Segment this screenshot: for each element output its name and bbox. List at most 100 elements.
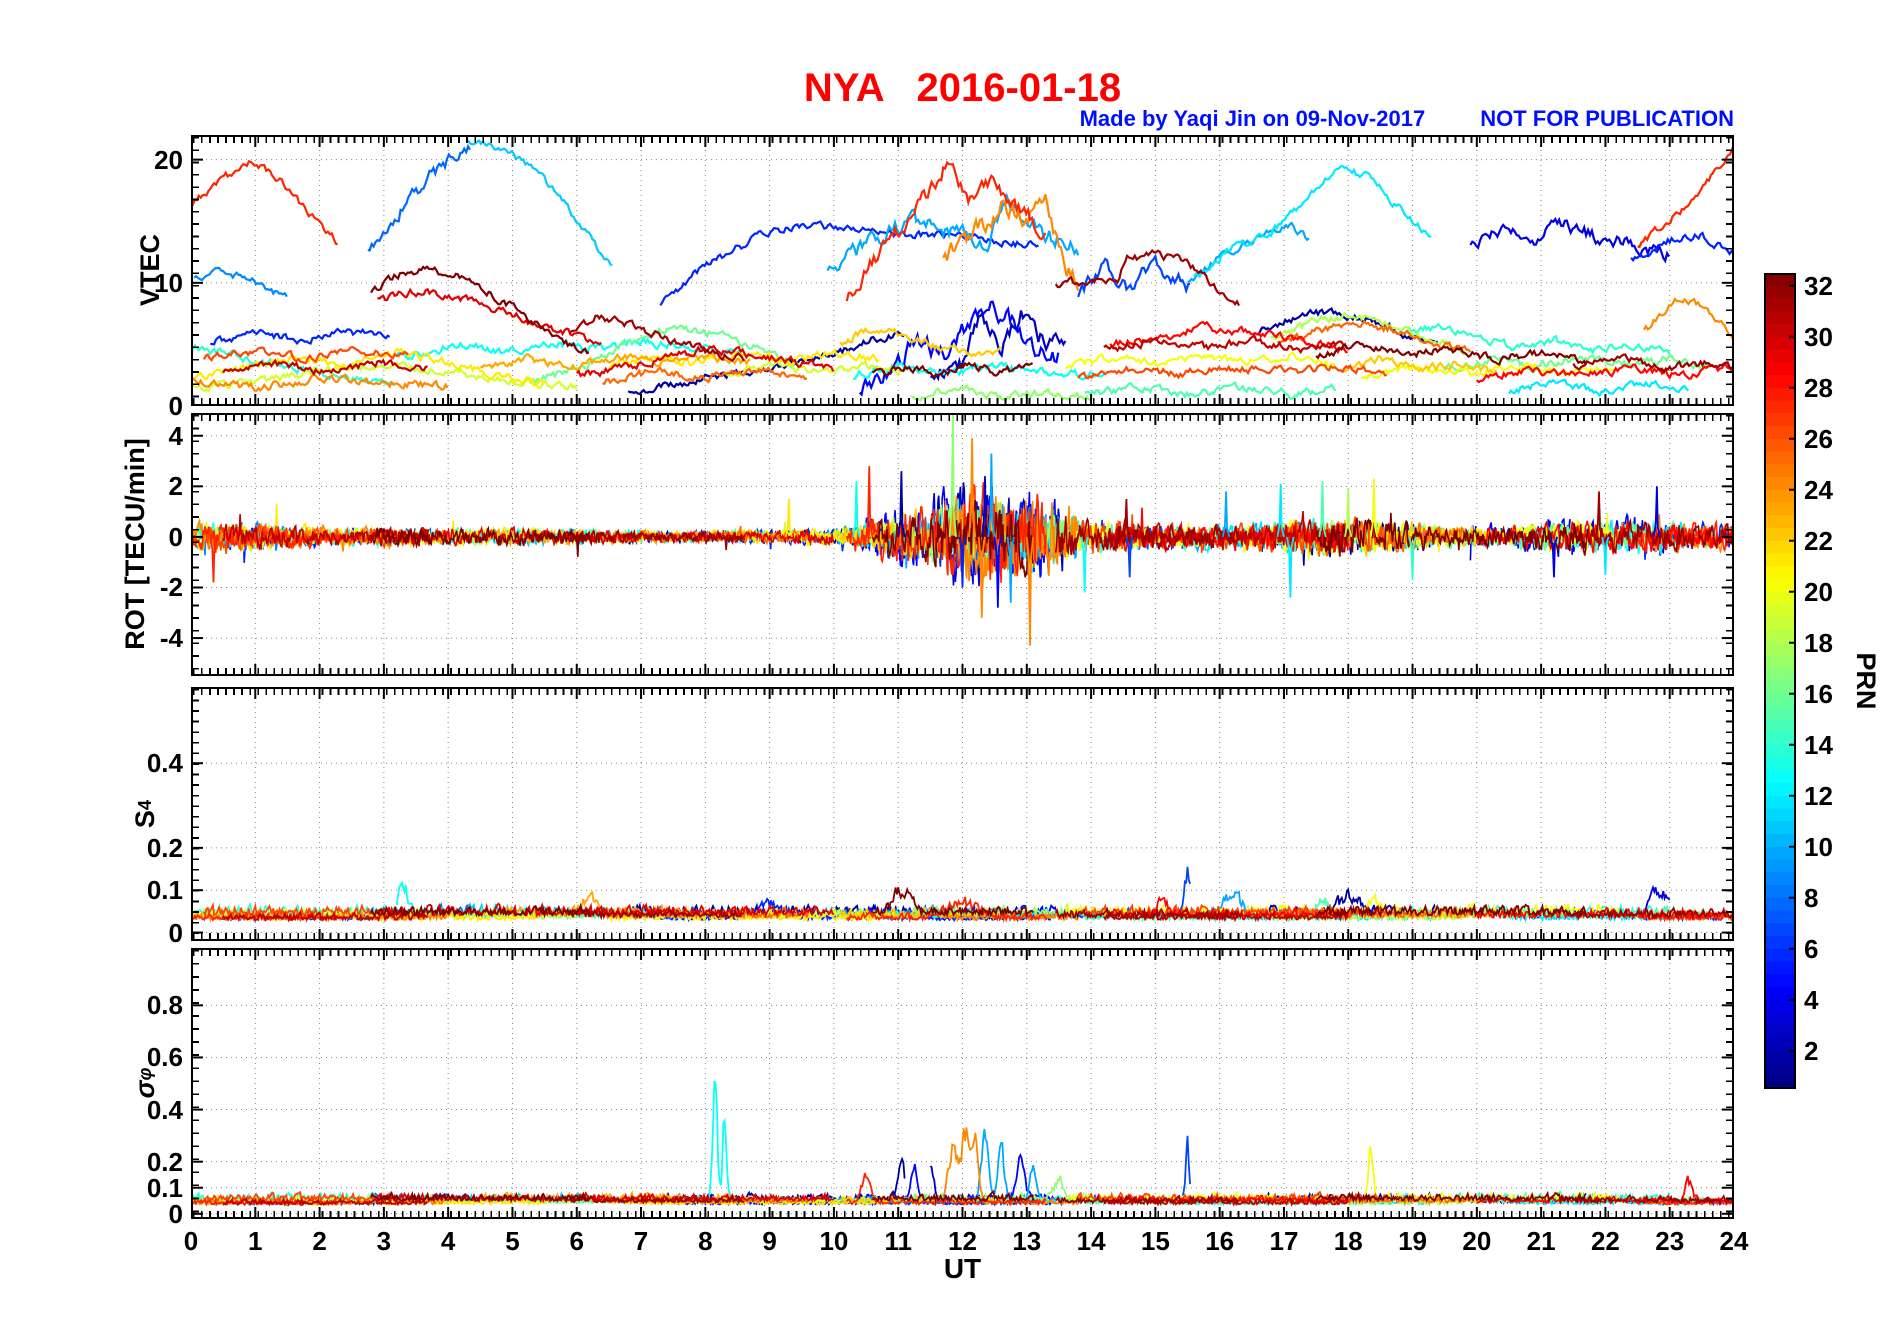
rot-spike-prn21 bbox=[784, 498, 793, 538]
credit-author: Made by Yaqi Jin on 09-Nov-2017 bbox=[1079, 106, 1426, 131]
vtec-trace-prn14 bbox=[1398, 322, 1671, 355]
colorbar-tick-label: 18 bbox=[1804, 627, 1833, 658]
vtec-trace-prn25 bbox=[1277, 319, 1472, 353]
minor-x-ticks-top bbox=[193, 949, 1732, 956]
vtec-trace-prn9 bbox=[193, 266, 288, 298]
rot-y-tick-label: -2 bbox=[159, 572, 183, 603]
rot-spike-prn18 bbox=[1344, 488, 1353, 538]
s4-axis-label-sub: 4 bbox=[134, 799, 155, 811]
x-tick-label: 21 bbox=[1526, 1226, 1556, 1256]
rot-panel bbox=[191, 413, 1734, 676]
colorbar bbox=[1764, 273, 1796, 1090]
rot-spike-prn13 bbox=[852, 481, 861, 538]
vtec-trace-prn8 bbox=[367, 143, 471, 252]
sigmaphi-trace-prn10 bbox=[826, 1128, 1079, 1206]
s4-trace-prn28 bbox=[1109, 895, 1350, 921]
rot-spike-prn6 bbox=[958, 536, 967, 588]
vtec-trace-prn26 bbox=[202, 345, 410, 365]
rot-spike-prn7 bbox=[1125, 536, 1134, 578]
minor-y-ticks-left bbox=[192, 415, 199, 674]
vtec-trace-prn28 bbox=[1476, 363, 1734, 384]
rot-spike-prn2 bbox=[897, 471, 906, 538]
x-tick-label: 7 bbox=[633, 1226, 649, 1256]
s4-trace-prn30 bbox=[1103, 910, 1349, 923]
x-tick-label: 19 bbox=[1398, 1226, 1427, 1256]
vtec-trace-prn12 bbox=[1508, 378, 1690, 398]
sigmaphi-trace-prn13 bbox=[395, 1080, 745, 1206]
x-tick-label: 3 bbox=[376, 1226, 392, 1256]
vtec-trace-prn24 bbox=[191, 373, 449, 393]
sigmaphi-trace-prn24 bbox=[942, 1127, 1079, 1206]
vtec-trace-prn32 bbox=[871, 361, 1034, 379]
s4-trace-prn31 bbox=[1054, 906, 1240, 921]
vtec-trace-prn2 bbox=[1257, 307, 1438, 344]
rot-spike-prn12 bbox=[1286, 536, 1295, 598]
rot-trace-prn31 bbox=[1572, 517, 1734, 556]
vtec-trace-prn30 bbox=[222, 358, 428, 377]
vtec-trace-prn14 bbox=[191, 343, 396, 386]
colorbar-tick-label: 30 bbox=[1804, 321, 1833, 352]
s4-trace-prn32 bbox=[1315, 902, 1587, 919]
minor-x-ticks-top bbox=[193, 688, 1732, 695]
colorbar-tick-label: 4 bbox=[1804, 984, 1819, 1015]
x-tick-label: 18 bbox=[1333, 1226, 1363, 1256]
vtec-trace-prn16 bbox=[530, 324, 802, 386]
vtec-trace-prn24 bbox=[1643, 297, 1734, 340]
x-tick-label: 11 bbox=[884, 1226, 912, 1256]
vtec-trace-prn19 bbox=[724, 359, 905, 378]
rot-trace-prn31 bbox=[1054, 516, 1240, 556]
vtec-trace-prn25 bbox=[602, 365, 808, 386]
sigmaphi-trace-prn14 bbox=[1399, 1190, 1671, 1205]
rot-y-tick-label: 4 bbox=[168, 420, 183, 451]
minor-y-ticks-right bbox=[1726, 950, 1733, 1217]
sigmaphi-trace-prn32 bbox=[1315, 1190, 1587, 1204]
colorbar-tick-label: 14 bbox=[1804, 729, 1833, 760]
x-tick-label: 16 bbox=[1205, 1226, 1235, 1256]
rot-spike-prn3 bbox=[980, 476, 990, 538]
s4-trace-prn18 bbox=[1270, 910, 1465, 923]
vtec-trace-prn18 bbox=[1270, 311, 1465, 356]
s4-y-tick-label: 0 bbox=[168, 917, 183, 948]
vtec-trace-prn11 bbox=[466, 139, 613, 267]
colorbar-tick-label: 22 bbox=[1804, 525, 1833, 556]
x-tick-label: 9 bbox=[762, 1226, 777, 1256]
sigmaphi-trace-prn32 bbox=[871, 1189, 1035, 1205]
vtec-trace-prn23 bbox=[480, 352, 751, 372]
rot-panel-series bbox=[191, 413, 1734, 646]
rot-spike-prn4 bbox=[1549, 536, 1559, 578]
vtec-trace-prn17 bbox=[910, 384, 1092, 403]
minor-y-ticks-left bbox=[192, 950, 199, 1217]
rot-y-tick-label: -4 bbox=[159, 623, 183, 654]
vtec-y-tick-label: 0 bbox=[168, 391, 183, 421]
rot-spike-prn10 bbox=[987, 453, 996, 538]
sigmaphi-trace-prn30 bbox=[222, 1196, 429, 1207]
x-tick-label: 5 bbox=[505, 1226, 520, 1256]
minor-x-ticks-top bbox=[193, 136, 1732, 143]
x-tick-label: 24 bbox=[1719, 1226, 1749, 1256]
sigmaphi-trace-prn32 bbox=[370, 1190, 591, 1204]
minor-x-ticks-bottom bbox=[193, 933, 1732, 940]
x-tick-label: 20 bbox=[1462, 1226, 1492, 1256]
sigmaphi-trace-prn22 bbox=[840, 1194, 1002, 1206]
vtec-trace-prn27 bbox=[845, 160, 1047, 302]
colorbar-tick-label: 8 bbox=[1804, 882, 1819, 913]
gridlines bbox=[191, 948, 1734, 1219]
s4-axis-label-text: S bbox=[129, 810, 160, 829]
minor-x-ticks-top bbox=[193, 414, 1732, 421]
s4-y-tick-label: 0.4 bbox=[146, 748, 183, 779]
vtec-trace-prn15 bbox=[1084, 380, 1337, 401]
sigmaphi-trace-prn31 bbox=[1572, 1194, 1734, 1206]
x-tick-label: 1 bbox=[248, 1226, 263, 1256]
rot-spike-prn24 bbox=[1025, 536, 1035, 646]
vtec-trace-prn31 bbox=[569, 314, 745, 363]
vtec-trace-prn32 bbox=[1315, 340, 1588, 366]
s4-trace-prn30 bbox=[222, 909, 429, 923]
minor-x-ticks-bottom bbox=[193, 1211, 1732, 1218]
sigma_phi-y-tick-label: 0.6 bbox=[146, 1042, 183, 1073]
x-tick-label: 23 bbox=[1655, 1226, 1685, 1256]
rot-spike-prn17 bbox=[948, 413, 957, 537]
rot-trace-prn32 bbox=[1315, 512, 1587, 554]
sigmaphi-trace-prn26 bbox=[203, 1190, 410, 1204]
sigma_phi-y-tick-label: 0.1 bbox=[146, 1172, 183, 1203]
